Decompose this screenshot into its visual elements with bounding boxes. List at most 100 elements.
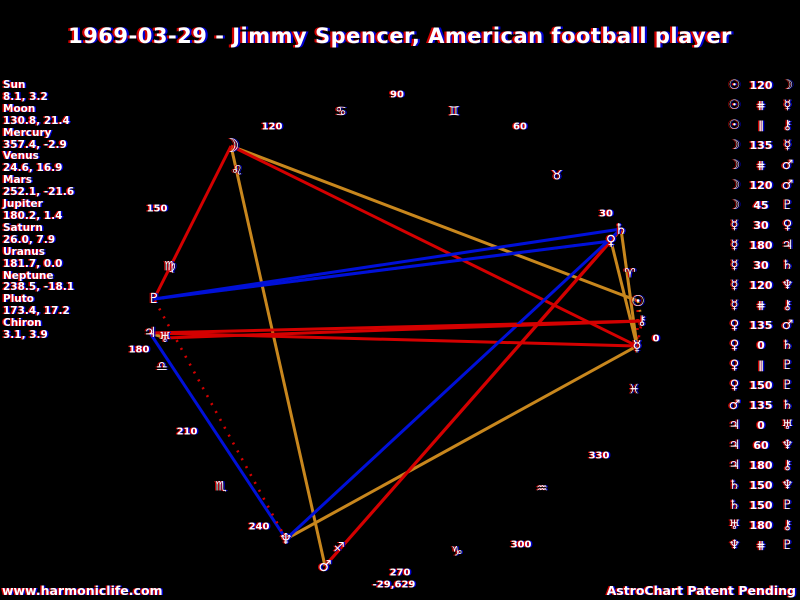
planet-name: Moon xyxy=(3,102,36,115)
aspect-value: 135 xyxy=(749,138,773,152)
planet2-glyph: ☽ xyxy=(781,77,794,93)
aspect-line-saturn-neptune xyxy=(284,227,623,541)
aspect-line-mercury-saturn xyxy=(619,228,639,347)
aspect-row: ♃ 0 ♅ xyxy=(726,415,798,435)
aspect-value: 180 xyxy=(749,238,773,252)
aspect-line-mars-saturn xyxy=(323,228,623,567)
planet1-glyph: ☉ xyxy=(728,77,741,93)
aspect-line-venus-pluto xyxy=(153,239,612,301)
planet2-glyph: ♄ xyxy=(781,337,794,353)
planet2-glyph: ♄ xyxy=(781,397,794,413)
aspect-value: 135 xyxy=(749,318,773,332)
planet2-glyph: ☿ xyxy=(783,97,792,113)
planet2-glyph: ♇ xyxy=(781,357,794,373)
planet-coordinates: 173.4, 17.2 xyxy=(3,305,70,318)
aspect-row: ☿ 30 ♄ xyxy=(726,255,798,275)
planet2-glyph: ⚷ xyxy=(782,117,793,133)
planet1-glyph: ♅ xyxy=(728,517,741,533)
planet-coordinates: 26.0, 7.9 xyxy=(3,233,56,246)
aspect-row: ♅ 180 ⚷ xyxy=(726,515,798,535)
aspect-line-mercury-neptune xyxy=(285,344,638,541)
aspect-row: ♀ ∥ ♇ xyxy=(726,355,798,375)
aspect-line-jupiter-neptune xyxy=(148,332,288,540)
aspect-value: 150 xyxy=(749,378,773,392)
planet1-glyph: ☿ xyxy=(730,277,739,293)
page-title: 1969-03-29 - Jimmy Spencer, American foo… xyxy=(68,24,732,48)
aspect-row: ☽ 135 ☿ xyxy=(726,135,798,155)
planet-coordinates: 8.1, 3.2 xyxy=(3,90,48,103)
planet1-glyph: ☽ xyxy=(728,137,741,153)
aspect-value: 150 xyxy=(749,478,773,492)
aspect-row: ☽ 45 ♇ xyxy=(726,195,798,215)
planet1-glyph: ☿ xyxy=(730,217,739,233)
aspect-row: ♄ 150 ♆ xyxy=(726,475,798,495)
aspect-line-moon-pluto xyxy=(152,145,233,300)
planet2-glyph: ⚷ xyxy=(782,297,793,313)
planet2-glyph: ♆ xyxy=(781,477,794,493)
planet-coordinates: 252.1, -21.6 xyxy=(3,186,75,199)
planet1-glyph: ♂ xyxy=(728,397,741,413)
aspect-row: ♂ 135 ♄ xyxy=(726,395,798,415)
planet1-glyph: ♆ xyxy=(728,537,741,553)
aspect-row: ♀ 135 ♂ xyxy=(726,315,798,335)
planet-coordinates: 24.6, 16.9 xyxy=(3,162,63,175)
planet1-glyph: ♃ xyxy=(728,457,741,473)
aspect-row: ☉ 120 ☽ xyxy=(726,75,798,95)
aspect-line-moon-mars xyxy=(229,145,327,567)
planet1-glyph: ☽ xyxy=(728,177,741,193)
aspect-row: ♄ 150 ♇ xyxy=(726,495,798,515)
aspect-row: ☿ ⋕ ⚷ xyxy=(726,295,798,315)
planet-name: Pluto xyxy=(3,293,35,306)
aspect-value: ⋕ xyxy=(756,538,766,552)
planet-name: Saturn xyxy=(3,221,43,234)
planet2-glyph: ♇ xyxy=(781,377,794,393)
aspect-value: 120 xyxy=(749,178,773,192)
aspect-row: ♃ 60 ♆ xyxy=(726,435,798,455)
planet-name: Mercury xyxy=(3,126,52,139)
aspect-row: ☿ 30 ♀ xyxy=(726,215,798,235)
planet1-glyph: ♃ xyxy=(728,417,741,433)
planet1-glyph: ♀ xyxy=(729,357,740,373)
planet2-glyph: ♇ xyxy=(781,537,794,553)
aspect-value: 180 xyxy=(749,458,773,472)
planet1-glyph: ☿ xyxy=(730,237,739,253)
planet-name: Jupiter xyxy=(3,198,43,211)
planet2-glyph: ♀ xyxy=(782,217,793,233)
planet-position-list: Sun 8.1, 3.2 Moon 130.8, 21.4 Mercury 357.4, … xyxy=(3,79,133,342)
aspect-line-mercury-venus xyxy=(609,240,639,347)
aspect-line-moon-mercury xyxy=(230,144,638,348)
planet-name: Sun xyxy=(3,79,26,91)
planet-name: Mars xyxy=(3,174,32,187)
aspect-value: 150 xyxy=(749,498,773,512)
planet2-glyph: ⚷ xyxy=(782,457,793,473)
planet2-glyph: ♇ xyxy=(781,197,794,213)
planet2-glyph: ♂ xyxy=(781,177,794,193)
aspect-value: 120 xyxy=(749,278,773,292)
planet-name: Neptune xyxy=(3,269,54,282)
planet2-glyph: ♂ xyxy=(781,317,794,333)
planet-coordinates: 181.7, 0.0 xyxy=(3,257,63,270)
aspect-row: ☿ 120 ♆ xyxy=(726,275,798,295)
planet1-glyph: ♄ xyxy=(728,477,741,493)
aspect-value: 30 xyxy=(753,218,769,232)
aspect-value: ∥ xyxy=(758,118,764,132)
aspect-value: 60 xyxy=(753,438,769,452)
planet1-glyph: ☿ xyxy=(730,257,739,273)
planet1-glyph: ♀ xyxy=(729,337,740,353)
watermark-link[interactable]: www.harmoniclife.com xyxy=(2,583,163,598)
planet2-glyph: ♂ xyxy=(781,157,794,173)
planet-coordinates: 180.2, 1.4 xyxy=(3,209,63,222)
aspect-row: ♃ 180 ⚷ xyxy=(726,455,798,475)
aspect-value: ⋕ xyxy=(756,98,766,112)
aspect-row: ☉ ∥ ⚷ xyxy=(726,115,798,135)
aspect-row: ☽ ⋕ ♂ xyxy=(726,155,798,175)
aspect-table: ☉ 120 ☽ ☉ ⋕ ☿ ☉ ∥ ⚷ ☽ 135 ☿ ☽ ⋕ ♂ ☽ 120 ♂ ☽ 45 ♇ ☿ 30 ♀ ☿ 180 ♃ ☿ 30… xyxy=(726,75,798,555)
aspect-row: ♆ ⋕ ♇ xyxy=(726,535,798,555)
planet2-glyph: ♆ xyxy=(781,437,794,453)
aspect-row: ♀ 0 ♄ xyxy=(726,335,798,355)
aspect-value: 0 xyxy=(757,338,765,352)
planet1-glyph: ☽ xyxy=(728,197,741,213)
planet-coordinates: 357.4, -2.9 xyxy=(3,138,67,151)
